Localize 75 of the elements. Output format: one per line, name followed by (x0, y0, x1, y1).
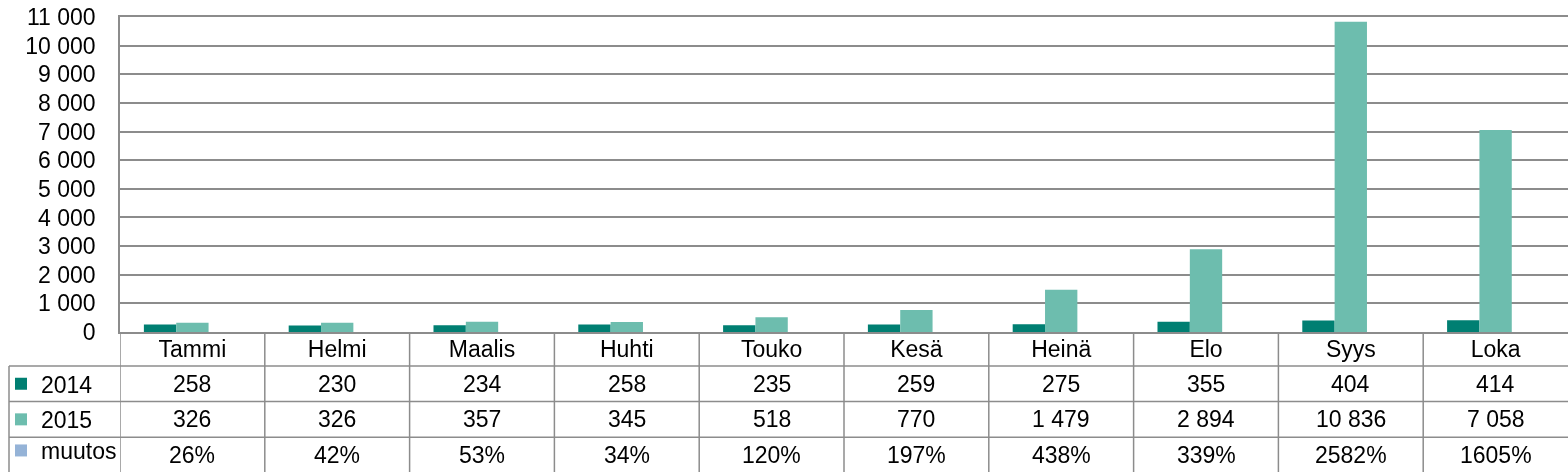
data-label: 518 (753, 406, 792, 432)
bar (723, 325, 756, 332)
y-tick-label: 3 000 (38, 233, 96, 260)
bar (867, 324, 901, 332)
data-label: 326 (318, 406, 357, 432)
data-label: 235 (753, 371, 792, 397)
legend-label: 2015 (41, 407, 93, 434)
bar (1334, 21, 1367, 332)
text: 339% (1177, 442, 1236, 468)
y-tick-label: 8 000 (38, 89, 96, 116)
x-tick-label: Touko (740, 336, 803, 363)
data-label: 275 (1042, 371, 1081, 397)
data-label: 258 (608, 371, 647, 397)
data-label: 326 (173, 406, 212, 432)
text: 2582% (1315, 442, 1387, 468)
data-label: 7 058 (1467, 406, 1525, 432)
x-tick-label: Loka (1470, 336, 1521, 363)
bar (900, 309, 933, 332)
y-tick-label: 10 000 (25, 32, 96, 59)
y-tick-label: 0 (82, 319, 96, 346)
x-tick-label: Syys (1325, 336, 1376, 363)
bar (1189, 249, 1223, 332)
text: 1605% (1460, 442, 1532, 468)
data-label: 10 836 (1316, 406, 1387, 432)
y-tick-label: 11 000 (27, 4, 96, 31)
bar (433, 325, 466, 332)
x-tick-label: Maalis (448, 336, 516, 363)
text: 34% (604, 442, 651, 468)
bar (1447, 320, 1480, 332)
text: 26% (169, 442, 216, 468)
bar (610, 322, 643, 332)
y-tick-label: 7 000 (38, 118, 96, 145)
data-label: 1 479 (1032, 406, 1090, 432)
y-tick-label: 5 000 (38, 175, 96, 202)
x-tick-label: Kesä (890, 336, 943, 363)
text: 42% (314, 442, 361, 468)
data-label: 234 (463, 371, 502, 397)
bar (1302, 320, 1335, 332)
y-tick-label: 4 000 (38, 204, 96, 231)
data-label: 357 (463, 406, 502, 432)
y-tick-label: 6 000 (38, 147, 96, 174)
data-label: 345 (608, 406, 647, 432)
bar (1045, 289, 1078, 332)
x-tick-label: Huhti (599, 336, 654, 363)
bar (1479, 129, 1512, 332)
x-tick-label: Tammi (158, 336, 227, 363)
bar (143, 324, 177, 332)
text: 438% (1032, 442, 1091, 468)
legend-label: muutos (41, 438, 117, 465)
data-label: 404 (1331, 371, 1370, 397)
bar (321, 322, 354, 332)
bar (1012, 324, 1046, 332)
x-tick-label: Elo (1189, 336, 1223, 363)
y-tick-label: 9 000 (38, 61, 96, 88)
data-label: 355 (1187, 371, 1226, 397)
bar (1157, 321, 1190, 332)
data-label: 258 (173, 371, 212, 397)
data-label: 414 (1476, 371, 1515, 397)
bar (755, 317, 788, 332)
text: 120% (742, 442, 801, 468)
data-label: 259 (897, 371, 936, 397)
y-tick-label: 1 000 (38, 290, 96, 317)
bar (288, 325, 322, 332)
text: 53% (459, 442, 506, 468)
y-tick-label: 2 000 (38, 261, 96, 288)
x-tick-label: Helmi (307, 336, 367, 363)
legend-label: 2014 (41, 371, 93, 398)
bar (465, 321, 499, 332)
x-tick-label: Heinä (1031, 336, 1092, 363)
bar (578, 324, 611, 332)
data-label: 2 894 (1177, 406, 1235, 432)
text: 197% (887, 442, 946, 468)
data-label: 230 (318, 371, 357, 397)
bar (176, 322, 209, 332)
data-label: 770 (897, 406, 936, 432)
